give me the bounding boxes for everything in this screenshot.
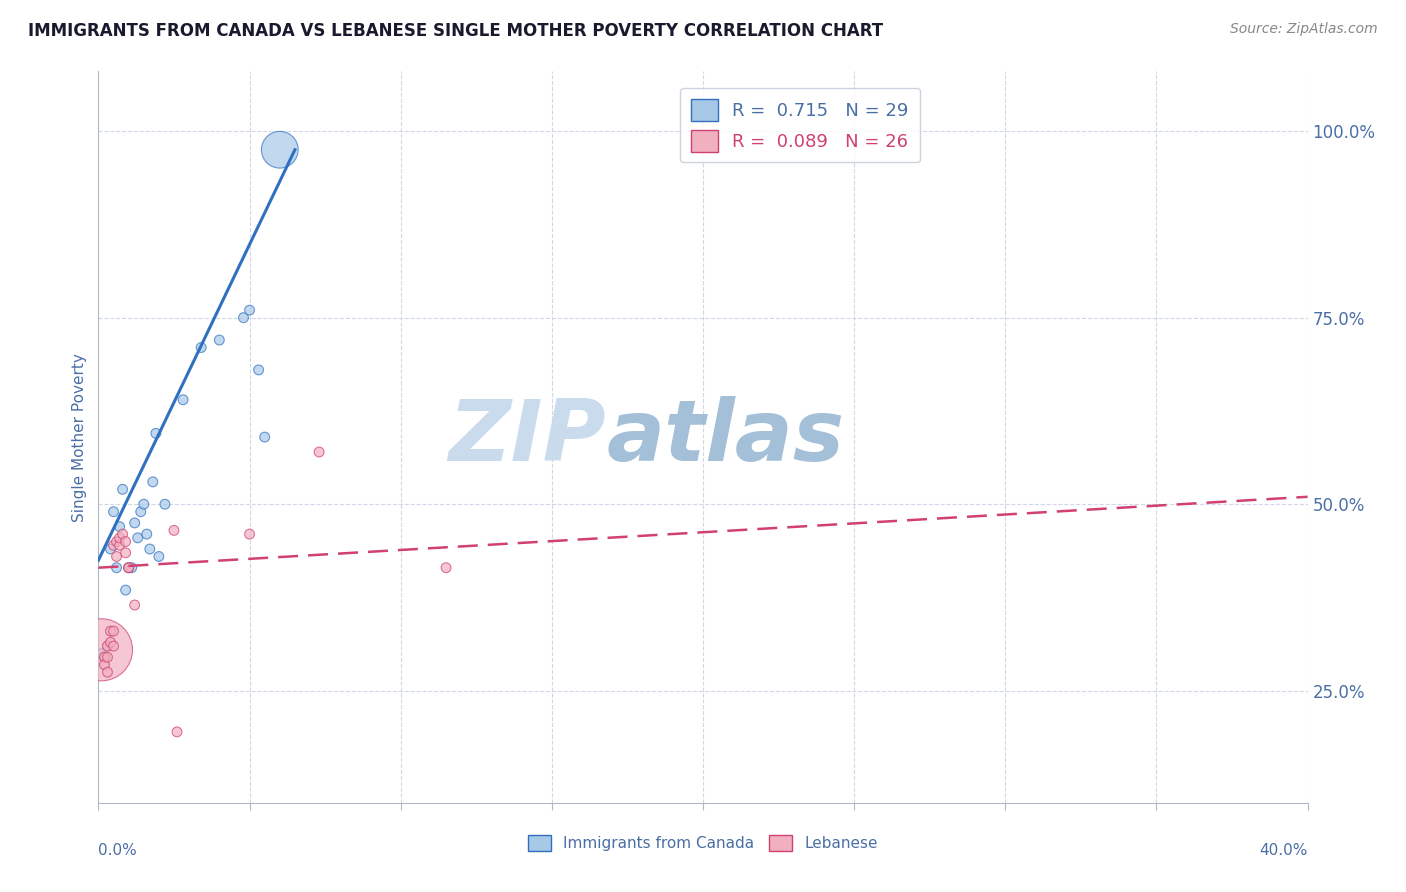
Point [114, 534, 136, 549]
Point [103, 624, 125, 639]
Text: ZIP: ZIP [449, 395, 606, 479]
Point [96, 639, 118, 653]
Point [232, 310, 254, 325]
Point [108, 531, 131, 545]
Point [166, 725, 188, 739]
Point [247, 363, 270, 377]
Point [93, 650, 115, 665]
Point [129, 505, 152, 519]
Point [118, 560, 141, 574]
Point [172, 392, 194, 407]
Point [108, 519, 131, 533]
Point [111, 527, 134, 541]
Point [108, 538, 131, 552]
Point [111, 483, 134, 497]
Point [145, 426, 167, 441]
Point [124, 598, 146, 612]
Point [90, 647, 112, 661]
Y-axis label: Single Mother Poverty: Single Mother Poverty [72, 352, 87, 522]
Point [135, 527, 157, 541]
Point [208, 333, 231, 347]
Text: IMMIGRANTS FROM CANADA VS LEBANESE SINGLE MOTHER POVERTY CORRELATION CHART: IMMIGRANTS FROM CANADA VS LEBANESE SINGL… [28, 22, 883, 40]
Point [132, 497, 155, 511]
Point [118, 560, 141, 574]
Point [163, 524, 186, 538]
Point [96, 639, 118, 653]
Point [90, 642, 112, 657]
Point [100, 542, 122, 557]
Point [253, 430, 276, 444]
Point [308, 445, 330, 459]
Text: atlas: atlas [606, 395, 845, 479]
Point [105, 560, 128, 574]
Point [105, 534, 128, 549]
Legend: Immigrants from Canada, Lebanese: Immigrants from Canada, Lebanese [522, 830, 884, 857]
Point [190, 341, 212, 355]
Point [114, 546, 136, 560]
Text: Source: ZipAtlas.com: Source: ZipAtlas.com [1230, 22, 1378, 37]
Point [121, 560, 143, 574]
Point [103, 538, 125, 552]
Point [100, 624, 122, 639]
Point [118, 560, 141, 574]
Point [100, 635, 122, 649]
Point [93, 657, 115, 672]
Text: 40.0%: 40.0% [1260, 843, 1308, 858]
Point [93, 650, 115, 665]
Point [153, 497, 176, 511]
Point [139, 542, 162, 557]
Point [127, 531, 149, 545]
Point [105, 549, 128, 564]
Point [96, 650, 118, 665]
Point [434, 560, 457, 574]
Point [239, 303, 262, 318]
Point [142, 475, 165, 489]
Point [103, 505, 125, 519]
Point [96, 665, 118, 680]
Point [114, 583, 136, 598]
Point [269, 143, 291, 157]
Point [148, 549, 170, 564]
Text: 0.0%: 0.0% [98, 843, 138, 858]
Point [239, 527, 262, 541]
Point [124, 516, 146, 530]
Point [103, 639, 125, 653]
